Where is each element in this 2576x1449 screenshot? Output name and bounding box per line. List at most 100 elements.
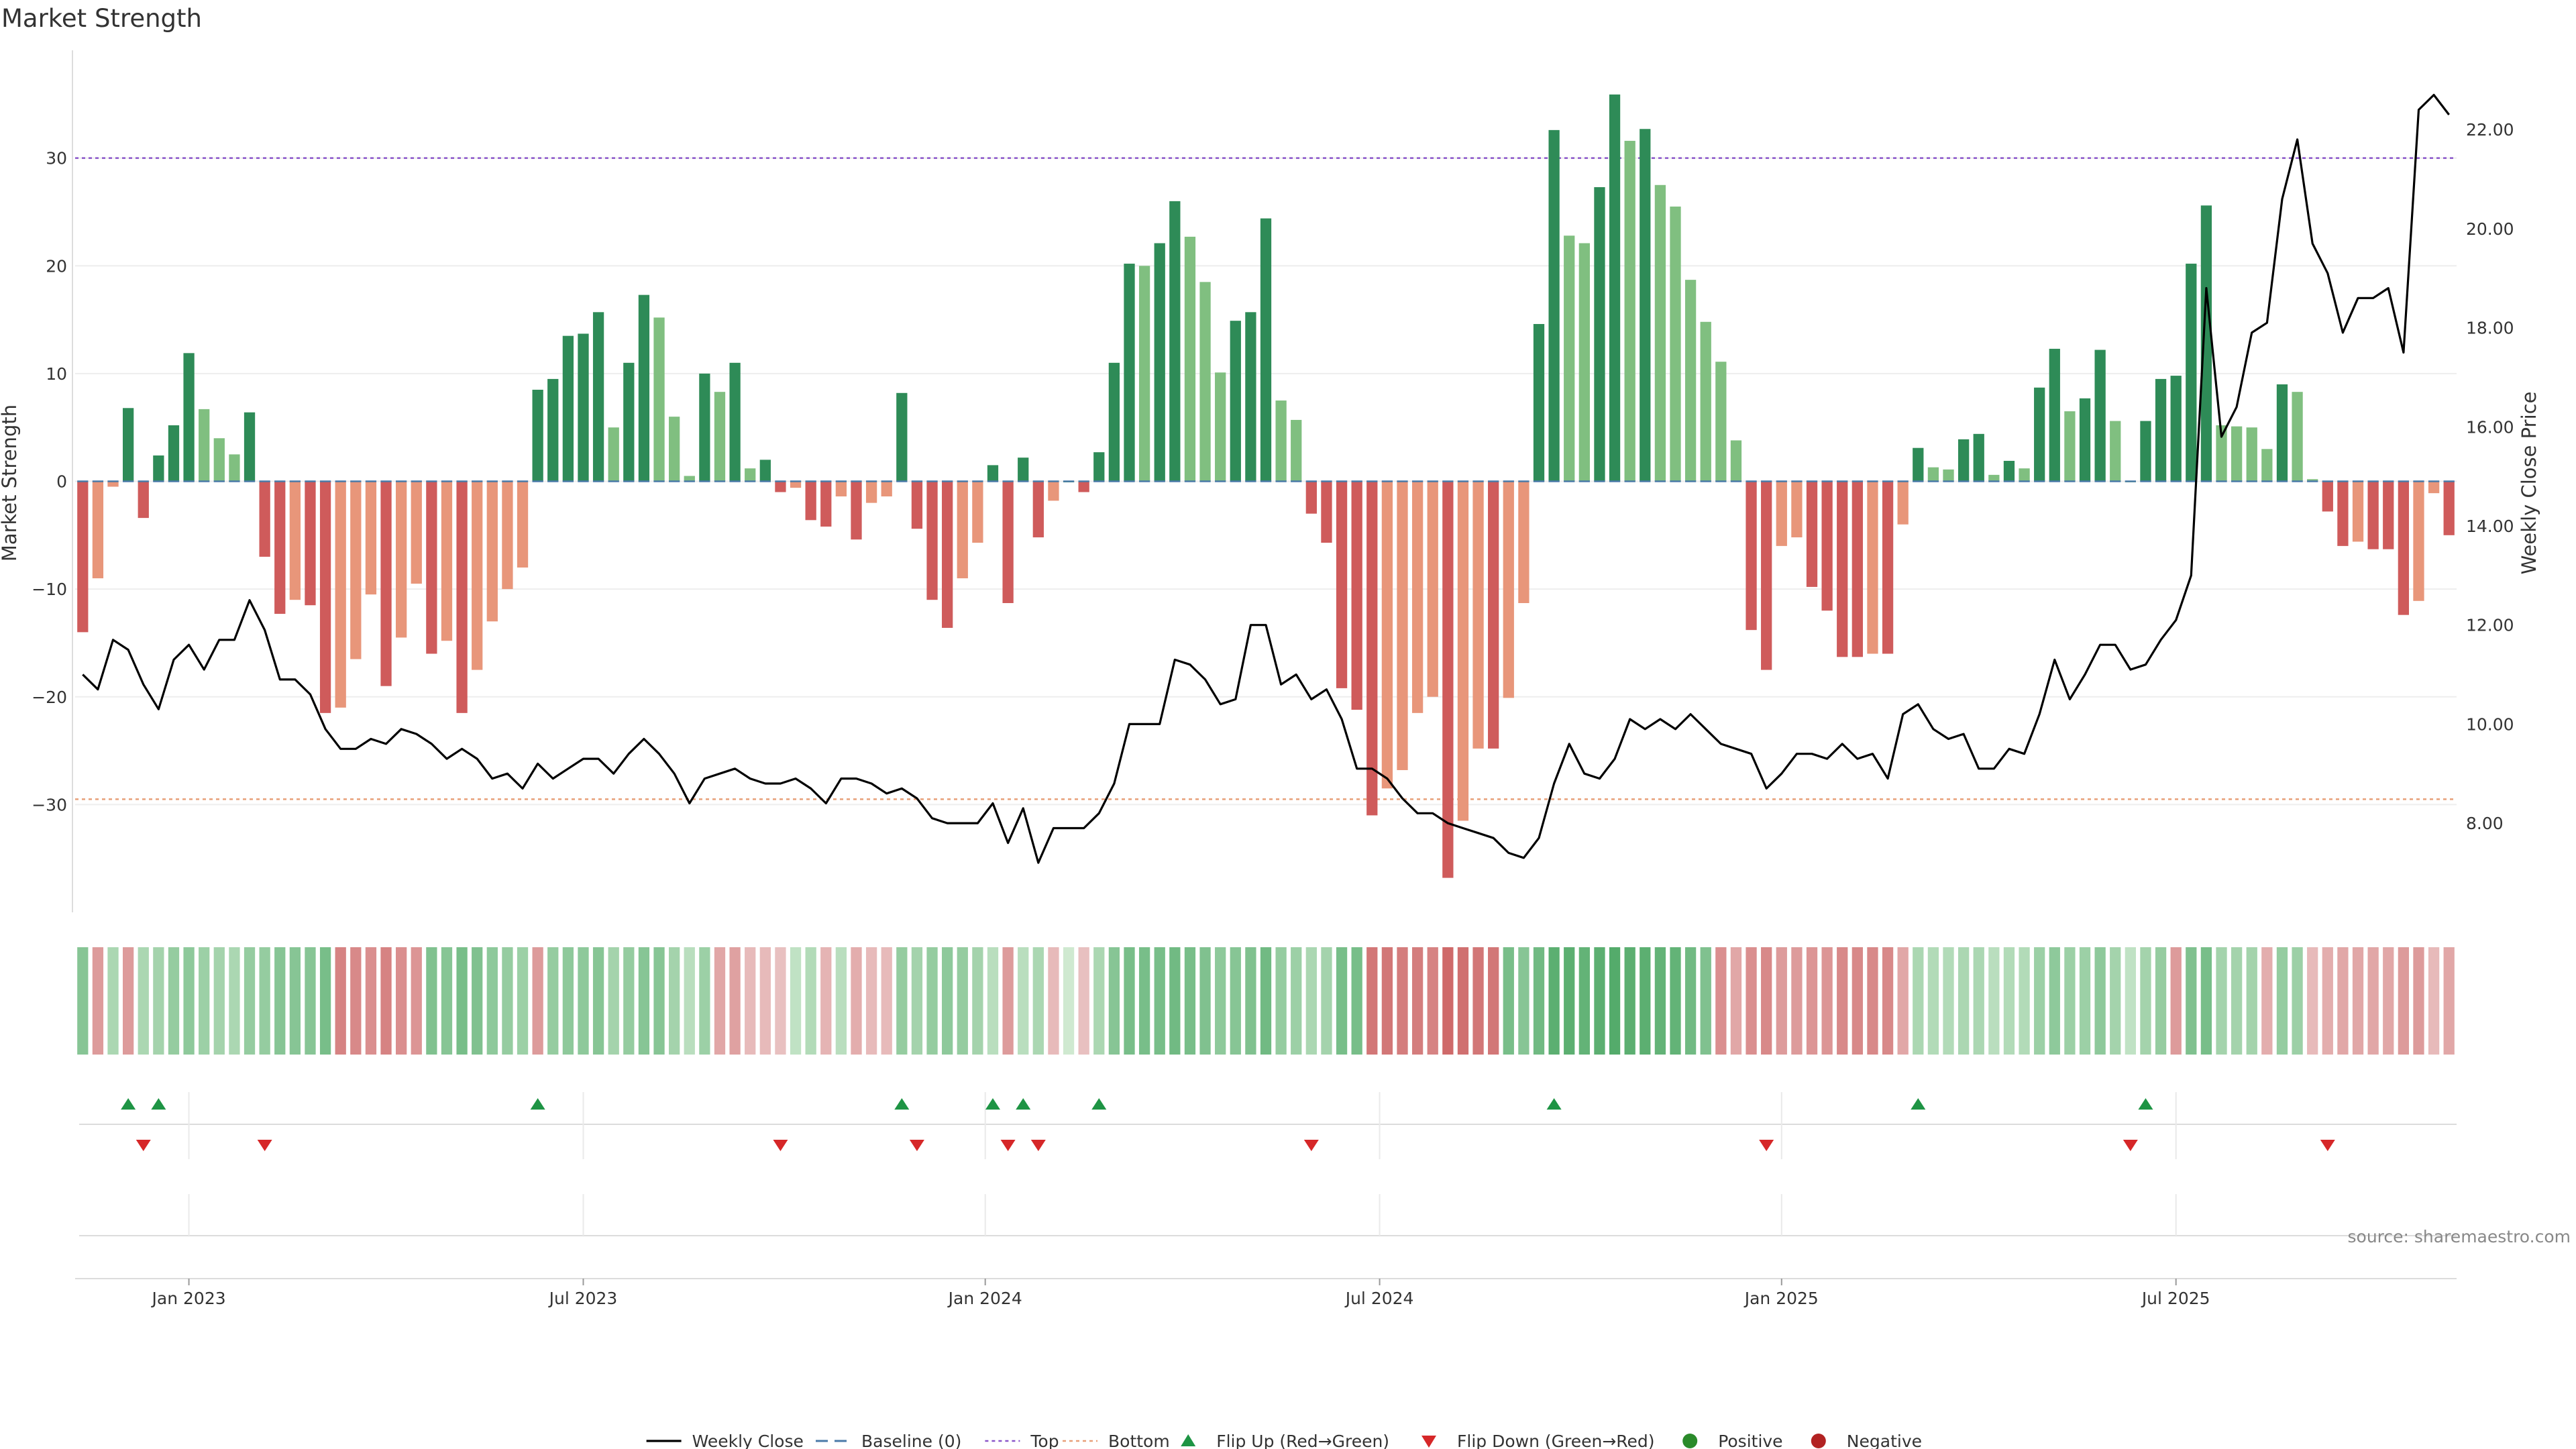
strip-cell — [1654, 947, 1666, 1055]
y2-tick-label: 10.00 — [2466, 714, 2514, 734]
strip-cell — [623, 947, 635, 1055]
strip-cell — [1578, 947, 1590, 1055]
strip-cell — [1048, 947, 1059, 1055]
strength-bar — [1533, 323, 1545, 482]
strip-cell — [1518, 947, 1529, 1055]
strip-cell — [1199, 947, 1211, 1055]
strength-bar — [2216, 425, 2227, 482]
strength-bar — [1594, 186, 1605, 482]
strength-bar — [138, 481, 149, 519]
strip-cell — [2292, 947, 2303, 1055]
strip-cell — [835, 947, 847, 1055]
strip-cell — [2125, 947, 2136, 1055]
strength-bar — [942, 481, 953, 628]
flip-up-marker — [985, 1098, 1000, 1110]
strip-cell — [805, 947, 816, 1055]
strength-bar — [335, 481, 346, 708]
strength-bar — [1988, 474, 2000, 482]
x-tick-label: Jan 2024 — [947, 1289, 1022, 1308]
flip-up-marker — [151, 1098, 166, 1110]
strength-bar — [2094, 350, 2106, 482]
strength-bar — [2443, 481, 2455, 535]
strength-bar — [714, 392, 726, 482]
strip-cell — [1472, 947, 1484, 1055]
strip-cell — [1640, 947, 1651, 1055]
y-tick-label: −20 — [32, 688, 67, 707]
strip-cell — [896, 947, 908, 1055]
strength-bar — [1184, 236, 1196, 482]
strip-cell — [592, 947, 604, 1055]
strip-cell — [1837, 947, 1848, 1055]
strip-cell — [745, 947, 756, 1055]
y-axis-label: Market Strength — [0, 405, 21, 561]
strength-bar — [2261, 449, 2273, 482]
strip-cell — [1670, 947, 1681, 1055]
strength-bar — [1275, 400, 1287, 482]
strip-cell — [957, 947, 968, 1055]
strength-bar — [1124, 264, 1135, 482]
strip-cell — [1867, 947, 1878, 1055]
strip-cell — [759, 947, 771, 1055]
strip-cell — [1108, 947, 1120, 1055]
strip-cell — [1275, 947, 1287, 1055]
strength-bar — [1381, 481, 1393, 789]
flip-down-marker — [2123, 1140, 2138, 1151]
strength-bar — [1882, 481, 1894, 654]
strength-bar — [851, 481, 862, 540]
strip-cell — [411, 947, 422, 1055]
strength-bar — [1457, 481, 1469, 821]
strength-bar — [1821, 481, 1833, 611]
legend-label: Flip Up (Red→Green) — [1216, 1432, 1389, 1449]
strength-bar — [865, 481, 877, 503]
flip-markers — [79, 1092, 2457, 1236]
strength-bar — [1002, 481, 1014, 604]
strength-bar — [1351, 481, 1362, 710]
strength-bar — [1518, 481, 1529, 604]
strength-bar — [365, 481, 377, 595]
strip-cell — [653, 947, 665, 1055]
strength-bar — [319, 481, 331, 713]
strip-cell — [1411, 947, 1424, 1055]
strip-cell — [1138, 947, 1150, 1055]
strip-cell — [1366, 947, 1378, 1055]
strip-cell — [820, 947, 832, 1055]
strength-bar — [1851, 481, 1863, 657]
strength-bar — [623, 362, 635, 482]
strip-cell — [2276, 947, 2288, 1055]
strip-cell — [1791, 947, 1803, 1055]
strip-cell — [1761, 947, 1772, 1055]
strength-bar — [1503, 481, 1514, 698]
strength-bar — [1108, 362, 1120, 482]
strip-cell — [1624, 947, 1635, 1055]
strip-cell — [2428, 947, 2440, 1055]
strip-cell — [1078, 947, 1089, 1055]
strip-cell — [532, 947, 543, 1055]
strip-cell — [2246, 947, 2257, 1055]
strength-bar — [2398, 481, 2409, 615]
strip-cell — [1169, 947, 1181, 1055]
strip-cell — [486, 947, 498, 1055]
strip-cell — [289, 947, 301, 1055]
strength-bar — [380, 481, 392, 686]
strip-cell — [926, 947, 938, 1055]
strip-cell — [1913, 947, 1924, 1055]
strength-bar — [350, 481, 362, 659]
strength-bar — [759, 460, 771, 482]
flip-down-marker — [773, 1140, 788, 1151]
strength-bar — [244, 412, 256, 482]
strip-cell — [638, 947, 650, 1055]
strength-bar — [2352, 481, 2364, 542]
strip-cell — [1305, 947, 1317, 1055]
strip-cell — [1882, 947, 1894, 1055]
strength-bar — [1578, 243, 1590, 482]
strip-cell — [1351, 947, 1362, 1055]
strength-bar — [745, 468, 756, 482]
strip-cell — [1488, 947, 1499, 1055]
strip-cell — [2019, 947, 2030, 1055]
strength-bar — [699, 373, 710, 482]
strength-bar — [2003, 460, 2015, 482]
strip-cell — [2367, 947, 2379, 1055]
strength-bar — [729, 362, 741, 482]
strength-bar — [547, 378, 559, 482]
strength-bar — [183, 353, 195, 482]
